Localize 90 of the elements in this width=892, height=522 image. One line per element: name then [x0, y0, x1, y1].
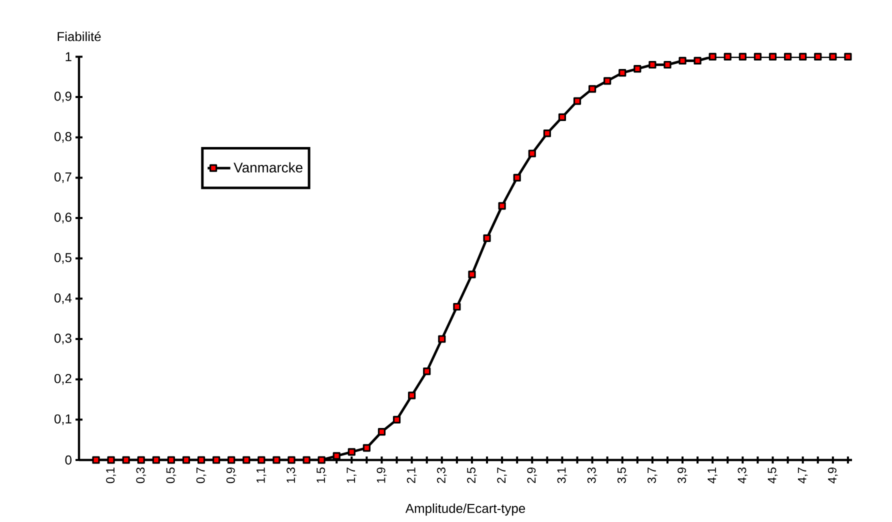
x-tick-label: 1,3 — [286, 468, 296, 483]
y-tick-label: 0,5 — [54, 252, 72, 264]
point — [528, 150, 536, 158]
x-tick-label: 2,5 — [467, 468, 477, 484]
point — [137, 456, 145, 464]
x-tick-label: 0,9 — [226, 468, 236, 484]
point — [664, 60, 672, 69]
point — [423, 367, 431, 376]
point — [558, 113, 566, 121]
point — [392, 416, 401, 424]
point — [348, 448, 356, 456]
point — [453, 302, 461, 311]
point — [738, 52, 746, 60]
point — [588, 85, 596, 93]
point — [483, 234, 491, 242]
point — [829, 52, 837, 60]
x-tick-label: 2,1 — [406, 468, 417, 484]
point — [814, 52, 822, 60]
point — [468, 270, 476, 278]
point — [197, 456, 206, 464]
x-tick-label: 2,3 — [436, 468, 447, 484]
x-tick-label: 1,5 — [316, 468, 326, 483]
point — [272, 456, 280, 464]
point — [634, 64, 642, 73]
y-tick-label: 0,4 — [54, 293, 72, 304]
point — [844, 52, 852, 60]
point — [573, 97, 582, 105]
point — [152, 456, 160, 464]
x-axis-title: Amplitude/Ecart-type — [405, 504, 526, 516]
x-tick-label: 4,9 — [828, 468, 838, 484]
point — [498, 202, 506, 210]
x-tick-label: 3,5 — [617, 468, 628, 484]
legend-label: Vanmarcke — [234, 162, 302, 173]
x-tick-label: 3,3 — [587, 468, 598, 484]
x-tick-label: 0,3 — [136, 468, 146, 484]
y-tick-label: 0,8 — [54, 132, 72, 143]
x-tick-label: 0,7 — [196, 468, 206, 484]
y-tick-label: 0,3 — [54, 334, 72, 344]
point — [242, 456, 250, 464]
point — [122, 456, 130, 464]
x-tick-label: 4,3 — [738, 468, 748, 484]
point — [438, 335, 446, 343]
point — [167, 456, 175, 464]
point — [362, 444, 370, 452]
point — [182, 456, 190, 464]
point — [378, 428, 386, 436]
point — [92, 456, 100, 464]
point — [543, 130, 551, 138]
point — [768, 52, 777, 60]
point — [708, 52, 716, 60]
point — [604, 77, 612, 85]
x-tick-label: 2,9 — [527, 468, 538, 484]
x-tick-label: 4,5 — [768, 468, 778, 484]
point — [513, 174, 521, 182]
x-tick-label: 3,7 — [648, 468, 658, 484]
y-axis-title: Fiabilité — [58, 32, 101, 42]
point — [678, 56, 686, 65]
point — [618, 69, 626, 77]
y-tick-label: 0,6 — [54, 212, 72, 224]
point — [212, 456, 220, 464]
point — [408, 392, 416, 400]
point — [694, 56, 702, 65]
point — [754, 52, 762, 60]
y-tick-label: 0,1 — [54, 414, 72, 426]
point — [107, 456, 115, 464]
x-tick-label: 1,7 — [346, 468, 357, 483]
x-tick-label: 0,5 — [166, 468, 176, 484]
x-tick-label: 3,9 — [678, 468, 688, 484]
point — [318, 456, 326, 464]
point — [332, 452, 340, 460]
point — [302, 456, 310, 464]
point — [288, 456, 296, 464]
point — [784, 52, 792, 60]
point — [258, 456, 266, 464]
point — [799, 52, 807, 60]
y-tick-label: 0,7 — [54, 172, 72, 184]
x-tick-label: 0,1 — [106, 468, 116, 484]
y-tick-label: 0,9 — [54, 92, 72, 102]
x-tick-label: 3,1 — [557, 468, 568, 484]
point — [228, 456, 236, 464]
y-tick-label: 0 — [65, 455, 72, 465]
x-tick-label: 1,9 — [376, 468, 387, 483]
x-tick-label: 4,7 — [798, 468, 808, 484]
y-tick-label: 0,2 — [54, 374, 72, 385]
point — [724, 52, 732, 60]
point — [648, 60, 656, 69]
x-tick-label: 1,1 — [256, 468, 266, 483]
y-tick-label: 1 — [66, 52, 72, 62]
x-tick-label: 2,7 — [497, 468, 507, 484]
x-tick-label: 4,1 — [708, 468, 718, 484]
